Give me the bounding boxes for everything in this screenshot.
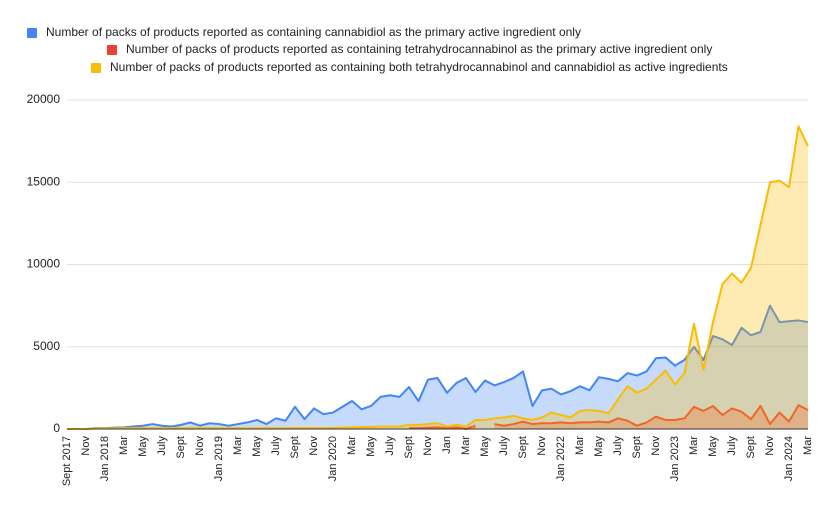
x-tick-label: May: [251, 436, 263, 457]
x-tick-label: Mar: [802, 436, 814, 455]
x-tick-label: Jan 2018: [99, 436, 111, 481]
x-tick-label: July: [612, 436, 624, 456]
x-tick-label: Mar: [688, 436, 700, 455]
x-tick-label: July: [726, 436, 738, 456]
x-tick-label: Nov: [764, 436, 776, 456]
x-tick-label: May: [365, 436, 377, 457]
x-tick-label: July: [156, 436, 168, 456]
x-tick-label: Mar: [232, 436, 244, 455]
x-tick-label: Sept: [631, 436, 643, 459]
x-tick-label: Mar: [574, 436, 586, 455]
x-tick-label: Sept: [403, 436, 415, 459]
x-tick-label: Mar: [118, 436, 130, 455]
x-tick-label: Sept: [745, 436, 757, 459]
x-tick-label: May: [593, 436, 605, 457]
series-line: [67, 304, 809, 430]
y-tick-label: 15000: [27, 174, 61, 188]
area-fill: [409, 405, 808, 429]
x-tick-label: July: [498, 436, 510, 456]
x-tick-label: Nov: [650, 436, 662, 456]
y-tick-label: 10000: [27, 257, 61, 271]
x-tick-label: Jan 2023: [669, 436, 681, 481]
x-tick-label: May: [707, 436, 719, 457]
x-tick-label: Nov: [194, 436, 206, 456]
y-tick-label: 20000: [27, 92, 61, 106]
x-tick-label: Jan 2024: [783, 436, 795, 481]
area-fill: [67, 126, 808, 429]
legend-label: Number of packs of products reported as …: [110, 60, 728, 74]
series-line: [67, 125, 809, 430]
x-tick-label: Sept: [175, 436, 187, 459]
x-tick-label: Nov: [422, 436, 434, 456]
x-tick-label: Sept: [517, 436, 529, 459]
x-tick-label: Sept 2017: [61, 436, 73, 486]
x-tick-label: July: [270, 436, 282, 456]
legend-label: Number of packs of products reported as …: [46, 25, 581, 39]
x-tick-label: May: [137, 436, 149, 457]
x-tick-label: Jan 2022: [555, 436, 567, 481]
legend-label: Number of packs of products reported as …: [126, 42, 712, 56]
legend-swatch: [91, 63, 101, 73]
x-tick-label: Mar: [346, 436, 358, 455]
x-tick-label: Nov: [308, 436, 320, 456]
y-tick-label: 5000: [33, 339, 60, 353]
x-tick-label: Sept: [289, 436, 301, 459]
legend-swatch: [27, 28, 37, 38]
area-fill: [67, 305, 808, 429]
x-tick-label: Jan: [441, 436, 453, 454]
x-tick-label: Jan 2020: [327, 436, 339, 481]
x-tick-label: Jan 2019: [213, 436, 225, 481]
legend-swatch: [107, 45, 117, 55]
x-tick-label: July: [384, 436, 396, 456]
x-tick-label: May: [479, 436, 491, 457]
x-tick-label: Nov: [536, 436, 548, 456]
x-tick-label: Nov: [80, 436, 92, 456]
y-tick-label: 0: [53, 421, 60, 435]
x-tick-label: Mar: [460, 436, 472, 455]
